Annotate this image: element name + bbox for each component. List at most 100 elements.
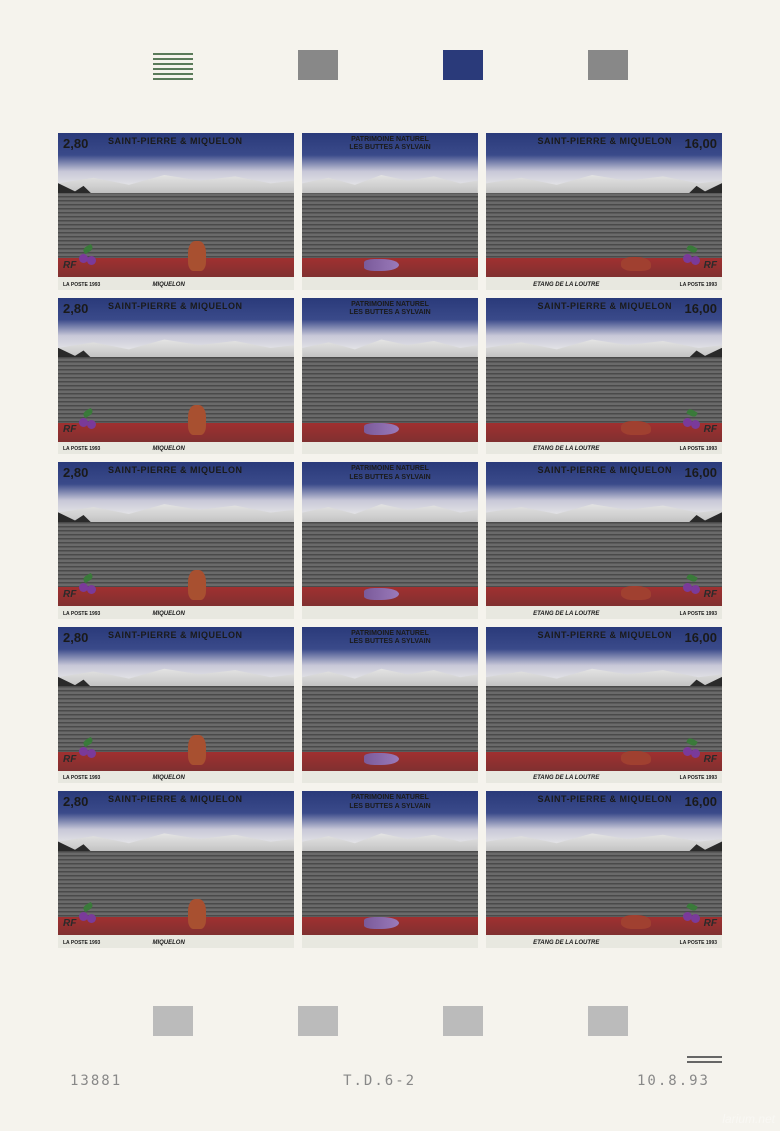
country-name: SAINT-PIERRE & MIQUELON (538, 136, 673, 146)
stamp-panel-left: RF 2,80 SAINT-PIERRE & MIQUELON MIQUELON… (55, 624, 297, 787)
stamp-panel-left: RF 2,80 SAINT-PIERRE & MIQUELON MIQUELON… (55, 130, 297, 293)
beaver-icon (621, 586, 651, 600)
color-mark (153, 1006, 193, 1036)
stamp-panel-right: RF SAINT-PIERRE & MIQUELON 16,00 ETANG D… (483, 295, 725, 458)
stamp-row: RF 2,80 SAINT-PIERRE & MIQUELON MIQUELON… (55, 459, 725, 622)
beaver-icon (621, 751, 651, 765)
poste-year: LA POSTE 1993 (63, 775, 100, 781)
stamp-panel-left: RF 2,80 SAINT-PIERRE & MIQUELON MIQUELON… (55, 788, 297, 951)
price: 2,80 (63, 794, 88, 809)
stamp-panel-left: RF 2,80 SAINT-PIERRE & MIQUELON MIQUELON… (55, 459, 297, 622)
price: 2,80 (63, 630, 88, 645)
color-mark (588, 50, 628, 80)
rf-mark: RF (704, 260, 717, 271)
fish-icon (364, 588, 399, 600)
price: 16,00 (684, 136, 717, 151)
otter-icon (188, 241, 206, 271)
caption: MIQUELON (152, 775, 184, 781)
stamps-container: RF 2,80 SAINT-PIERRE & MIQUELON MIQUELON… (55, 130, 725, 951)
poste-year: LA POSTE 1993 (63, 282, 100, 288)
stamp-panel-center: PATRIMOINE NATUREL LES BUTTES A SYLVAIN (299, 459, 481, 622)
otter-icon (188, 735, 206, 765)
rf-mark: RF (63, 918, 76, 929)
stamp-row: RF 2,80 SAINT-PIERRE & MIQUELON MIQUELON… (55, 624, 725, 787)
center-title: PATRIMOINE NATUREL LES BUTTES A SYLVAIN (349, 794, 430, 811)
fish-icon (364, 917, 399, 929)
poste-year: LA POSTE 1993 (680, 940, 717, 946)
price: 16,00 (684, 630, 717, 645)
beaver-icon (621, 257, 651, 271)
price: 16,00 (684, 301, 717, 316)
stamp-sheet: RF 2,80 SAINT-PIERRE & MIQUELON MIQUELON… (0, 0, 780, 1131)
caption: ETANG DE LA LOUTRE (533, 611, 599, 617)
caption: ETANG DE LA LOUTRE (533, 775, 599, 781)
country-name: SAINT-PIERRE & MIQUELON (108, 630, 243, 640)
country-name: SAINT-PIERRE & MIQUELON (538, 301, 673, 311)
rf-mark: RF (704, 589, 717, 600)
stamp-panel-center: PATRIMOINE NATUREL LES BUTTES A SYLVAIN (299, 624, 481, 787)
country-name: SAINT-PIERRE & MIQUELON (538, 630, 673, 640)
caption: MIQUELON (152, 282, 184, 288)
rf-mark: RF (63, 260, 76, 271)
beaver-icon (621, 421, 651, 435)
caption: MIQUELON (152, 446, 184, 452)
poste-year: LA POSTE 1993 (680, 775, 717, 781)
plate-number: 13881 (70, 1073, 122, 1089)
stamp-panel-right: RF SAINT-PIERRE & MIQUELON 16,00 ETANG D… (483, 130, 725, 293)
rf-mark: RF (704, 754, 717, 765)
stamp-panel-center: PATRIMOINE NATUREL LES BUTTES A SYLVAIN (299, 130, 481, 293)
poste-year: LA POSTE 1993 (680, 446, 717, 452)
color-mark (443, 50, 483, 80)
poste-year: LA POSTE 1993 (63, 611, 100, 617)
perforation (738, 15, 740, 1116)
color-mark (443, 1006, 483, 1036)
registration-marks (687, 1053, 722, 1066)
perforation (40, 15, 42, 1116)
color-mark (153, 50, 193, 80)
stamp-row: RF 2,80 SAINT-PIERRE & MIQUELON MIQUELON… (55, 295, 725, 458)
caption: MIQUELON (152, 611, 184, 617)
rf-mark: RF (704, 918, 717, 929)
poste-year: LA POSTE 1993 (63, 940, 100, 946)
price: 16,00 (684, 794, 717, 809)
country-name: SAINT-PIERRE & MIQUELON (108, 136, 243, 146)
country-name: SAINT-PIERRE & MIQUELON (108, 794, 243, 804)
rf-mark: RF (63, 424, 76, 435)
color-mark (588, 1006, 628, 1036)
center-title: PATRIMOINE NATUREL LES BUTTES A SYLVAIN (349, 465, 430, 482)
center-title: PATRIMOINE NATUREL LES BUTTES A SYLVAIN (349, 301, 430, 318)
price: 2,80 (63, 136, 88, 151)
country-name: SAINT-PIERRE & MIQUELON (108, 465, 243, 475)
caption: ETANG DE LA LOUTRE (533, 282, 599, 288)
print-date: 10.8.93 (637, 1073, 710, 1089)
otter-icon (188, 899, 206, 929)
rf-mark: RF (63, 589, 76, 600)
color-registration-bottom (100, 1001, 680, 1041)
price: 2,80 (63, 465, 88, 480)
country-name: SAINT-PIERRE & MIQUELON (538, 465, 673, 475)
stamp-panel-left: RF 2,80 SAINT-PIERRE & MIQUELON MIQUELON… (55, 295, 297, 458)
fish-icon (364, 753, 399, 765)
stamp-panel-center: PATRIMOINE NATUREL LES BUTTES A SYLVAIN (299, 295, 481, 458)
price: 2,80 (63, 301, 88, 316)
country-name: SAINT-PIERRE & MIQUELON (538, 794, 673, 804)
country-name: SAINT-PIERRE & MIQUELON (108, 301, 243, 311)
stamp-panel-center: PATRIMOINE NATUREL LES BUTTES A SYLVAIN (299, 788, 481, 951)
otter-icon (188, 405, 206, 435)
color-registration-top (100, 45, 680, 85)
caption: ETANG DE LA LOUTRE (533, 446, 599, 452)
poste-year: LA POSTE 1993 (680, 611, 717, 617)
center-title: PATRIMOINE NATUREL LES BUTTES A SYLVAIN (349, 136, 430, 153)
center-title: PATRIMOINE NATUREL LES BUTTES A SYLVAIN (349, 630, 430, 647)
rf-mark: RF (704, 424, 717, 435)
stamp-panel-right: RF SAINT-PIERRE & MIQUELON 16,00 ETANG D… (483, 788, 725, 951)
poste-year: LA POSTE 1993 (680, 282, 717, 288)
rf-mark: RF (63, 754, 76, 765)
color-mark (298, 1006, 338, 1036)
stamp-panel-right: RF SAINT-PIERRE & MIQUELON 16,00 ETANG D… (483, 459, 725, 622)
caption: ETANG DE LA LOUTRE (533, 940, 599, 946)
stamp-row: RF 2,80 SAINT-PIERRE & MIQUELON MIQUELON… (55, 788, 725, 951)
color-mark (298, 50, 338, 80)
stamp-row: RF 2,80 SAINT-PIERRE & MIQUELON MIQUELON… (55, 130, 725, 293)
caption: MIQUELON (152, 940, 184, 946)
